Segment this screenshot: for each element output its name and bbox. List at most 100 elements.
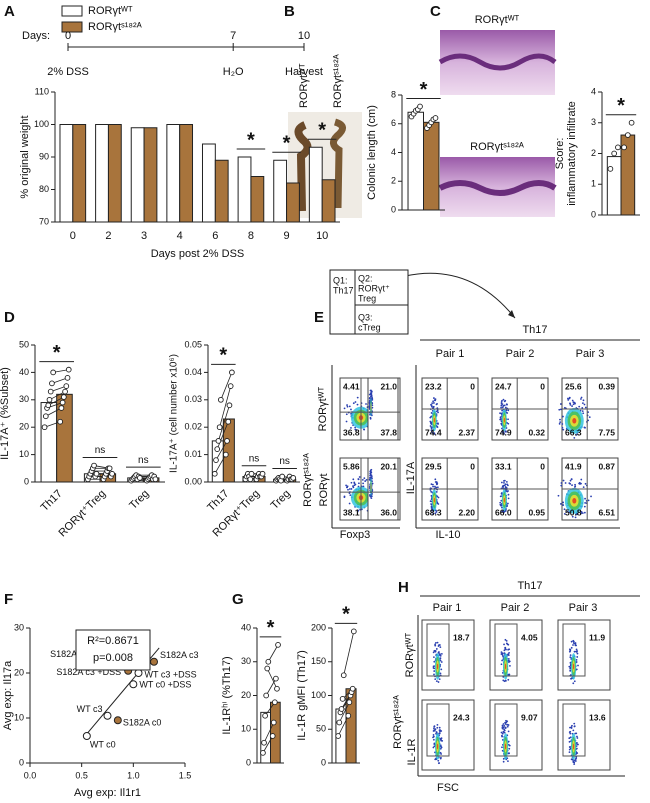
flow-event	[500, 663, 503, 666]
y-tick-label: 0.00	[184, 476, 202, 486]
flow-event	[370, 392, 372, 395]
flow-event	[363, 477, 366, 480]
flow-event	[590, 495, 592, 498]
flow-event	[576, 656, 579, 658]
data-point	[350, 628, 357, 635]
panel-label: C	[430, 3, 441, 20]
flow-event	[504, 721, 507, 724]
data-point	[339, 696, 346, 702]
histology-s182a	[440, 157, 555, 217]
y-tick-label: 30	[241, 656, 251, 666]
x-tick-label: 0.0	[24, 770, 37, 780]
gate-value: 18.7	[453, 632, 470, 642]
flow-event	[584, 482, 587, 485]
quadrant-value: 0.87	[598, 461, 615, 471]
flow-event	[429, 500, 432, 503]
flow-event	[368, 401, 371, 403]
y-tick-label: 20	[14, 667, 24, 677]
x-tick-label: 1.0	[127, 770, 140, 780]
y-tick-label: 2	[391, 176, 396, 186]
y-tick-label: 0.05	[184, 339, 202, 349]
flow-event	[500, 499, 503, 502]
data-point	[271, 699, 278, 706]
flow-event	[583, 505, 586, 508]
flow-event	[570, 478, 573, 480]
data-point	[247, 476, 254, 483]
flow-event	[433, 729, 436, 731]
bar	[321, 179, 336, 223]
pair-line	[220, 372, 233, 400]
flow-event	[569, 669, 572, 672]
flow-event	[368, 478, 371, 481]
quadrant-key-text: Treg	[358, 293, 376, 303]
gate	[562, 623, 586, 677]
data-point	[260, 750, 266, 756]
flow-event	[500, 653, 503, 655]
flow-event	[433, 673, 435, 676]
flow-event	[569, 732, 572, 735]
flow-event	[369, 470, 372, 473]
flow-event	[503, 404, 506, 407]
gate-value: 9.07	[521, 712, 538, 722]
flow-event	[573, 722, 576, 725]
flow-event	[502, 486, 505, 488]
gate	[426, 703, 450, 757]
y-tick-label: 4	[391, 147, 396, 157]
data-point	[59, 399, 66, 406]
bar	[407, 111, 424, 211]
x-tick-label: 10	[316, 230, 328, 242]
panel-label: D	[4, 309, 15, 326]
panel-label: H	[398, 579, 409, 596]
quadrant-key-text: Q2:	[358, 273, 373, 283]
y-axis-label: IL-17A⁺ (%Subset)	[0, 367, 11, 460]
flow-density	[503, 417, 505, 423]
flow-density	[572, 498, 577, 504]
significance: *	[342, 604, 350, 626]
data-point	[432, 115, 439, 121]
bar	[107, 124, 122, 223]
scatter-point	[103, 711, 112, 720]
flow-event	[564, 482, 567, 484]
data-point	[63, 383, 70, 389]
histology-tissue	[438, 180, 557, 196]
y-tick-label: 0	[321, 757, 326, 767]
flow-event	[500, 422, 503, 425]
flow-event	[502, 760, 505, 763]
significance: *	[53, 342, 61, 364]
data-point	[50, 369, 57, 376]
data-point	[417, 103, 423, 110]
quadrant-value: 23.2	[425, 381, 442, 391]
flow-density	[573, 743, 575, 750]
flow-event	[560, 484, 563, 487]
data-point	[270, 719, 277, 726]
data-point	[93, 470, 100, 477]
data-point	[279, 473, 286, 480]
flow-event	[578, 405, 581, 408]
flow-event	[358, 476, 361, 478]
flow-event	[573, 759, 576, 762]
panel-label: G	[232, 591, 244, 608]
flow-event	[433, 665, 436, 668]
gate-value: 4.05	[521, 632, 538, 642]
flow-event	[346, 405, 349, 408]
flow-event	[501, 427, 503, 430]
axis-label: RORγt	[318, 474, 330, 507]
significance: *	[283, 133, 291, 155]
flow-event	[437, 411, 439, 414]
y-tick-label: 2	[591, 148, 596, 158]
flow-event	[499, 416, 502, 419]
significance: ns	[95, 445, 106, 456]
y-tick-label: 20	[241, 690, 251, 700]
flow-event	[434, 649, 437, 652]
flow-event	[430, 429, 433, 432]
bar	[179, 124, 194, 223]
flow-event	[572, 682, 575, 685]
quadrant-key-text: Th17	[333, 285, 354, 295]
flow-event	[431, 483, 434, 486]
quadrant-value: 29.5	[425, 461, 442, 471]
y-tick-label: 150	[311, 656, 326, 666]
flow-event	[348, 488, 351, 490]
flow-event	[434, 644, 437, 647]
flow-event	[433, 667, 436, 670]
flow-event	[437, 681, 440, 683]
